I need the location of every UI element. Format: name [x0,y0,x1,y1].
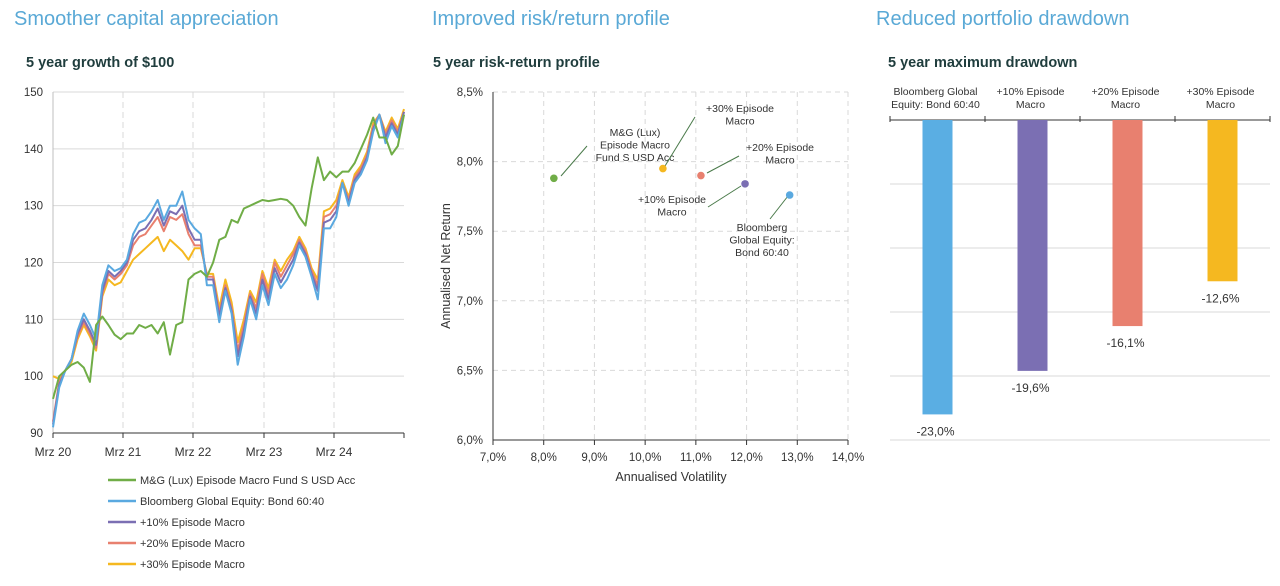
chart-title-drawdown: 5 year maximum drawdown [888,55,1078,71]
y-tick-label: 120 [24,258,43,270]
risk-return-panel: Improved risk/return profile 5 year risk… [420,0,870,586]
y-tick-label: 150 [24,87,43,99]
data-point [659,164,667,173]
bar-value-label: -23,0% [916,424,954,438]
category-label: Equity: Bond 60:40 [891,99,980,111]
legend-label: +30% Episode Macro [140,559,245,571]
category-label: Bloomberg Global [893,86,977,98]
section-heading-growth: Smoother capital appreciation [14,8,279,30]
scatter-chart: 6,0% 6,5% 7,0% 7,5% 8,0% 8,5% 7,0% 8,0% 9,0% 10,0… [439,87,865,484]
point-label: Global Equity: [729,235,794,247]
point-label: Bond 60:40 [735,247,789,259]
growth-panel: Smoother capital appreciation 5 year gro… [0,0,420,586]
y-tick-label: 90 [30,428,43,440]
data-point [785,191,794,199]
y-tick-label: 140 [24,144,43,156]
point-label: M&G (Lux) [610,127,661,139]
x-tick-label: 13,0% [781,452,814,464]
point-label: Episode Macro [600,140,670,152]
series-line [52,114,405,400]
point-leader-line [664,116,696,167]
drawdown-bar [1017,120,1048,371]
point-leader-line [707,185,742,208]
bar-value-label: -19,6% [1011,381,1049,395]
point-label: Fund S USD Acc [596,152,675,164]
section-heading-drawdown: Reduced portfolio drawdown [876,8,1130,30]
x-tick-label: Mrz 23 [246,445,283,459]
y-tick-label: 7,0% [457,296,483,308]
drawdown-bar [1112,120,1143,327]
x-tick-label: Mrz 22 [175,445,212,459]
data-point [741,180,749,188]
point-label: Bloomberg [737,222,788,234]
line-chart: 90 100 110 120 130 140 150 Mrz 20 Mrz 21 Mrz 22 Mr… [24,87,405,571]
point-leader-line [706,155,740,174]
category-label: +30% Episode [1186,86,1254,98]
category-label: Macro [1111,99,1140,111]
x-tick-label: Mrz 21 [105,445,142,459]
point-label: +20% Episode [746,142,814,154]
series-line [52,108,405,380]
drawdown-bar [922,120,953,415]
legend-label: M&G (Lux) Episode Macro Fund S USD Acc [140,475,356,487]
legend-label: Bloomberg Global Equity: Bond 60:40 [140,496,324,508]
chart-title-risk: 5 year risk-return profile [433,55,600,71]
x-tick-label: 9,0% [581,452,607,464]
y-tick-label: 100 [24,371,43,383]
point-label: Macro [765,155,794,167]
series-line [52,111,405,425]
bar-value-label: -16,1% [1106,336,1144,350]
point-label: Macro [725,116,754,128]
drawdown-bar [1207,120,1238,282]
x-tick-label: 8,0% [531,452,557,464]
legend-label: +10% Episode Macro [140,517,245,529]
y-tick-label: 8,5% [457,87,483,99]
point-leader-line [560,145,588,177]
y-axis-title: Annualised Net Return [439,203,453,329]
y-tick-label: 130 [24,201,43,213]
category-label: Macro [1206,99,1235,111]
x-tick-label: 14,0% [832,452,865,464]
bar-value-label: -12,6% [1201,291,1239,305]
point-label: +30% Episode [706,103,774,115]
x-axis-title: Annualised Volatility [615,470,727,484]
category-label: Macro [1016,99,1045,111]
x-tick-label: Mrz 20 [35,445,72,459]
series-line [52,111,405,422]
data-point [550,174,558,183]
point-label: Macro [657,207,686,219]
section-heading-risk: Improved risk/return profile [432,8,670,30]
legend-label: +20% Episode Macro [140,538,245,550]
data-point [697,171,705,180]
x-tick-label: 10,0% [629,452,662,464]
y-tick-label: 7,5% [457,226,483,238]
x-tick-label: 7,0% [480,452,506,464]
y-tick-label: 110 [25,314,43,326]
category-label: +10% Episode [996,86,1064,98]
point-label: +10% Episode [638,194,706,206]
point-leader-line [769,195,789,220]
y-tick-label: 8,0% [457,157,483,169]
x-tick-label: 11,0% [680,452,712,464]
x-tick-label: 12,0% [730,452,763,464]
y-tick-label: 6,0% [457,435,483,447]
drawdown-panel: Reduced portfolio drawdown 5 year maximu… [870,0,1280,586]
category-label: +20% Episode [1091,86,1159,98]
y-tick-label: 6,5% [457,365,483,377]
chart-title-growth: 5 year growth of $100 [26,55,175,71]
x-tick-label: Mrz 24 [316,445,353,459]
series-line [52,113,405,428]
